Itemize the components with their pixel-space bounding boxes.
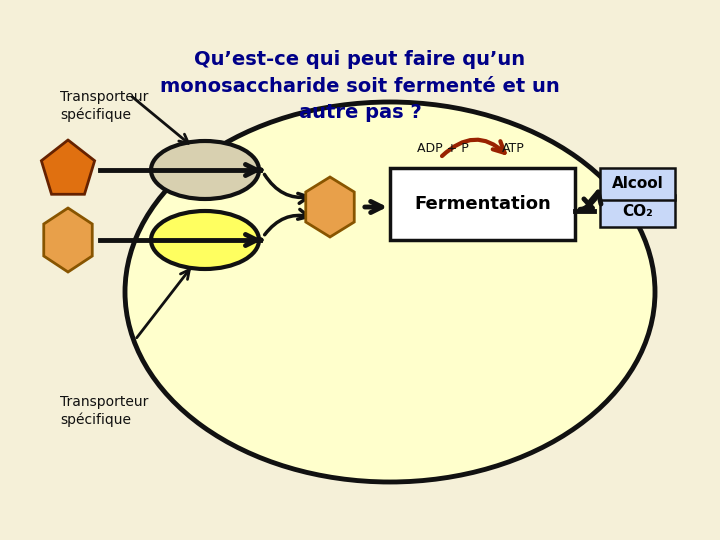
Polygon shape	[41, 140, 94, 194]
Text: CO₂: CO₂	[622, 204, 653, 219]
FancyBboxPatch shape	[390, 168, 575, 240]
Text: Transporteur
spécifique: Transporteur spécifique	[60, 90, 148, 122]
Ellipse shape	[125, 102, 655, 482]
Text: Fermentation: Fermentation	[414, 195, 551, 213]
Polygon shape	[306, 177, 354, 237]
Text: Qu’est-ce qui peut faire qu’un
monosaccharide soit fermenté et un
autre pas ?: Qu’est-ce qui peut faire qu’un monosacch…	[160, 50, 560, 122]
Text: Alcool: Alcool	[611, 177, 663, 192]
Ellipse shape	[151, 211, 259, 269]
Ellipse shape	[151, 141, 259, 199]
Text: ATP: ATP	[502, 142, 524, 155]
Text: ADP + P: ADP + P	[417, 142, 469, 155]
FancyBboxPatch shape	[600, 195, 675, 227]
FancyBboxPatch shape	[600, 168, 675, 200]
Text: Transporteur
spécifique: Transporteur spécifique	[60, 395, 148, 427]
Polygon shape	[44, 208, 92, 272]
